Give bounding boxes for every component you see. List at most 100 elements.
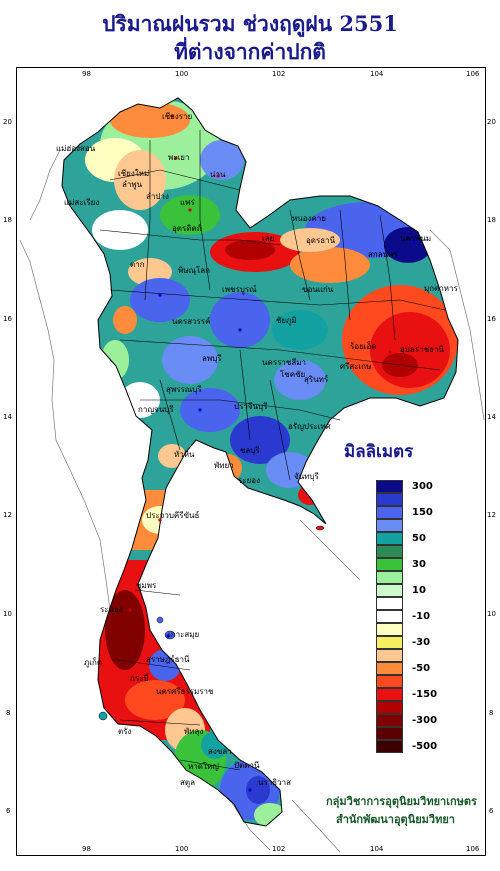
right-tick-10: 10 (487, 610, 496, 618)
right-tick-12: 12 (487, 511, 496, 519)
place-label: ศรีสะเกษ (340, 362, 372, 371)
place-label: พิษณุโลก (178, 266, 211, 275)
place-label: พัทยา (214, 461, 234, 470)
map-title: ปริมาณฝนรวม ช่วงฤดูฝน 2551 (102, 11, 398, 36)
legend-swatch (376, 584, 403, 597)
left-tick-8: 8 (6, 709, 11, 717)
place-label: อรัญประเทศ (288, 422, 331, 431)
legend-swatch (376, 480, 403, 493)
place-label: จันทบุรี (294, 472, 319, 481)
left-tick-14: 14 (3, 413, 12, 421)
legend-label: 150 (412, 507, 433, 518)
right-tick-20: 20 (487, 118, 496, 126)
neighbor-coastlines (19, 149, 485, 853)
legend-swatch (376, 532, 403, 545)
legend-swatch (376, 727, 403, 740)
legend-label: -150 (412, 689, 438, 700)
legend-swatch (376, 545, 403, 558)
legend-swatch (376, 662, 403, 675)
place-label: ปัตตานี (234, 761, 260, 770)
place-label: ลำปาง (146, 192, 169, 201)
place-label: ประจวบคีรีขันธ์ (146, 511, 200, 520)
legend-label: -50 (412, 663, 431, 674)
legend-swatch (376, 649, 403, 662)
place-label: นครสวรรค์ (172, 317, 211, 326)
legend-swatch (376, 610, 403, 623)
place-label: ชลบุรี (240, 446, 260, 455)
place-label: น่าน (210, 170, 226, 179)
place-label: เพชรบูรณ์ (222, 285, 257, 294)
place-label: ขอนแก่น (302, 285, 334, 294)
place-label: นราธิวาส (258, 778, 292, 787)
place-label: อุดรธานี (306, 236, 336, 245)
legend-swatch (376, 571, 403, 584)
bottom-tick-98: 98 (82, 845, 91, 853)
legend-label: 50 (412, 533, 426, 544)
legend-label: -10 (412, 611, 431, 622)
legend-swatch (376, 558, 403, 571)
top-tick-106: 106 (466, 70, 480, 78)
right-tick-14: 14 (487, 413, 496, 421)
place-label: แพร่ (180, 198, 195, 207)
place-label: อุบลราชธานี (400, 345, 444, 354)
place-label: หาดใหญ่ (188, 762, 219, 771)
bottom-tick-106: 106 (466, 845, 480, 853)
legend-swatch (376, 506, 403, 519)
place-label: สุพรรณบุรี (166, 385, 202, 394)
place-label: ตาก (130, 260, 145, 269)
map-subtitle: ที่ต่างจากค่าปกติ (174, 39, 326, 64)
place-label: สงขลา (208, 747, 232, 756)
legend-label: 30 (412, 559, 426, 570)
legend-label: 10 (412, 585, 426, 596)
place-label: ร้อยเอ็ด (350, 342, 377, 351)
boundaries (61, 97, 459, 827)
place-label: แม่ฮ่องสอน (56, 144, 96, 153)
legend-title: มิลลิเมตร (344, 442, 414, 462)
place-label: ระยอง (238, 476, 260, 485)
place-label: เชียงราย (162, 112, 193, 121)
legend-swatch (376, 636, 403, 649)
bottom-tick-102: 102 (272, 845, 286, 853)
place-label: หนองคาย (292, 214, 326, 223)
legend-swatch (376, 701, 403, 714)
place-label: ปราจีนบุรี (234, 402, 268, 411)
top-tick-100: 100 (175, 70, 189, 78)
place-label: นครศรีธรรมราช (156, 687, 214, 696)
place-label: ลพบุรี (202, 354, 222, 363)
left-tick-18: 18 (3, 216, 12, 224)
place-label: หัวหิน (174, 450, 195, 459)
legend-swatch (376, 623, 403, 636)
legend-swatch (376, 493, 403, 506)
legend-swatch (376, 688, 403, 701)
place-label: กาญจนบุรี (138, 405, 174, 414)
top-tick-102: 102 (272, 70, 286, 78)
place-label: เชียงใหม่ (118, 169, 150, 178)
place-label: กระบี่ (130, 674, 149, 683)
place-label: พัทลุง (184, 727, 204, 736)
right-tick-6: 6 (489, 807, 494, 815)
legend-swatch (376, 740, 403, 753)
right-tick-16: 16 (487, 315, 496, 323)
left-tick-6: 6 (6, 807, 11, 815)
place-label: อุตรดิตถ์ (172, 224, 202, 233)
place-label: เกาะสมุย (168, 630, 200, 639)
place-label: นครราชสีมา (262, 358, 306, 367)
credit-line-2: สำนักพัฒนาอุตุนิยมวิทยา (336, 813, 455, 826)
place-label: ภูเก็ต (84, 658, 103, 667)
place-label: นครพนม (400, 234, 432, 243)
bottom-tick-104: 104 (370, 845, 384, 853)
top-tick-104: 104 (370, 70, 384, 78)
top-tick-98: 98 (82, 70, 91, 78)
place-label: ชุมพร (136, 581, 157, 590)
legend-label: 300 (412, 481, 433, 492)
station-dots (128, 114, 417, 792)
place-label: เลย (262, 234, 275, 243)
bottom-tick-100: 100 (175, 845, 189, 853)
left-tick-12: 12 (3, 511, 12, 519)
place-label: มุกดาหาร (424, 284, 458, 293)
place-label: โชคชัย (280, 370, 306, 379)
right-tick-8: 8 (489, 709, 494, 717)
legend-swatch (376, 714, 403, 727)
place-label: ลำพูน (122, 180, 143, 189)
